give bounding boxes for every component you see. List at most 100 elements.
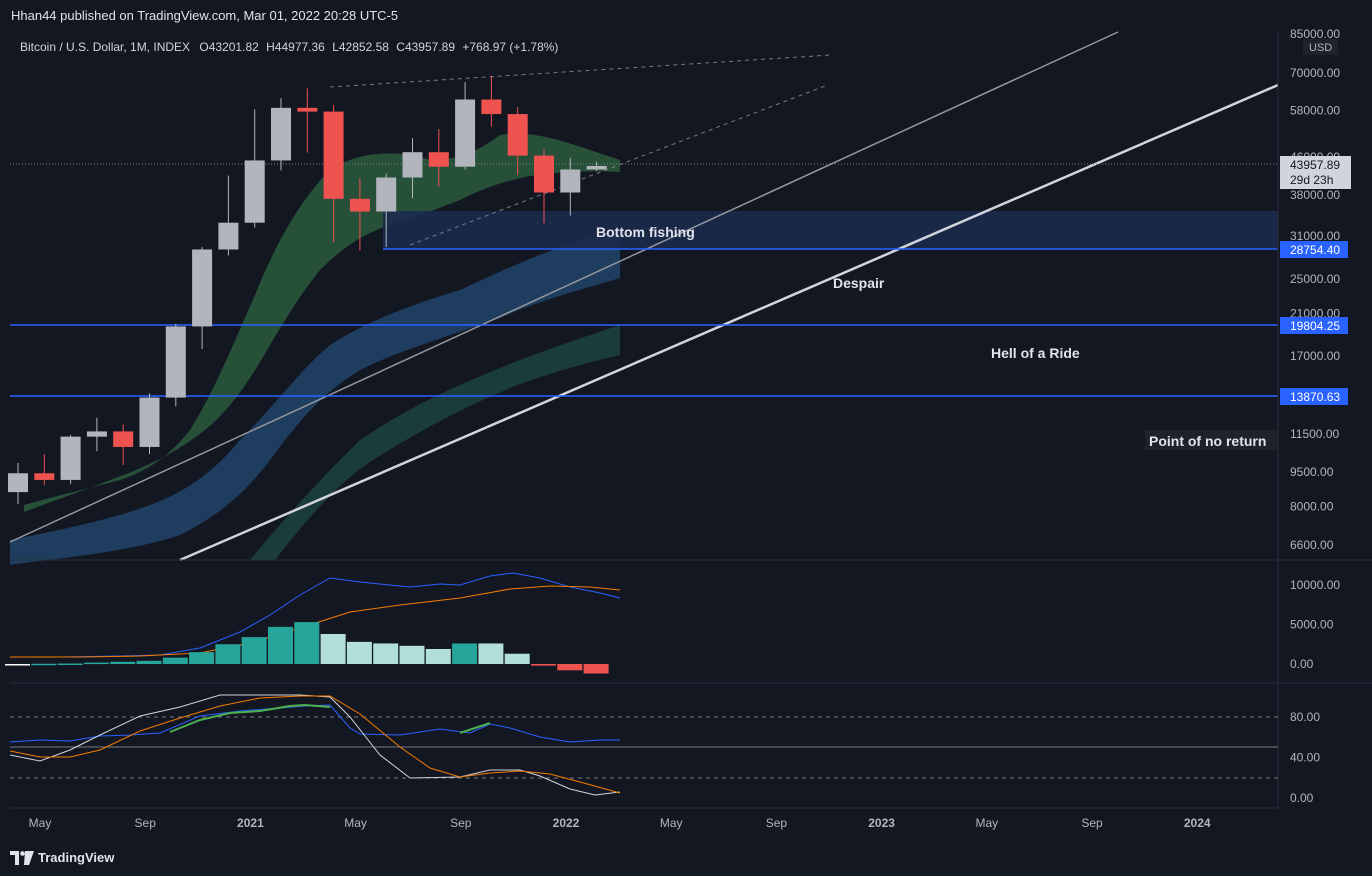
candle-body xyxy=(271,107,291,161)
legend: Bitcoin / U.S. Dollar, 1M, INDEX O43201.… xyxy=(20,40,558,54)
tradingview-logo-icon xyxy=(10,850,34,865)
time-axis-label: Sep xyxy=(135,816,157,830)
time-axis-label: Sep xyxy=(1081,816,1103,830)
candle-2020-05[interactable] xyxy=(8,462,28,505)
chart-background xyxy=(0,32,1372,840)
level-tag-13870-bg xyxy=(1280,388,1348,405)
indicator-pane-2[interactable] xyxy=(9,694,1278,796)
price-tick-label: 6600.00 xyxy=(1290,538,1334,552)
price-tick-label: 85000.00 xyxy=(1290,27,1340,41)
candle-2020-10[interactable] xyxy=(139,393,160,455)
candle-body xyxy=(86,431,107,437)
ind2-green-line-2 xyxy=(459,722,491,734)
candle-body xyxy=(8,473,28,493)
candle-body xyxy=(560,169,581,193)
time-axis-label: May xyxy=(29,816,52,830)
candle-2021-01[interactable] xyxy=(218,175,239,256)
time-axis-label: 2023 xyxy=(868,816,895,830)
label-point-of-no-return: Point of no return xyxy=(1149,433,1266,449)
histogram-bar xyxy=(294,622,320,664)
candle-body xyxy=(165,326,186,398)
currency-label: USD xyxy=(1309,42,1332,54)
candle-2022-03[interactable] xyxy=(586,161,607,172)
tradingview-logo[interactable]: TradingView xyxy=(10,850,114,865)
label-bottom-fishing: Bottom fishing xyxy=(596,224,695,240)
ind2-orange-line xyxy=(9,695,621,794)
level-tag-13870: 13870.63 xyxy=(1290,390,1340,404)
candle-body xyxy=(34,473,55,480)
candle-body xyxy=(244,160,265,223)
histogram-bar xyxy=(162,657,188,664)
candle-2020-09[interactable] xyxy=(113,424,134,465)
candle-2020-08[interactable] xyxy=(86,417,107,452)
histogram-bar xyxy=(83,662,109,665)
candle-2021-04[interactable] xyxy=(297,88,318,153)
candle-2021-08[interactable] xyxy=(402,138,423,199)
footer: TradingView xyxy=(0,840,1372,876)
upper-trendline xyxy=(9,31,1119,543)
price-tick-label: 11500.00 xyxy=(1290,427,1339,441)
ind2-tick-label: 40.00 xyxy=(1290,751,1320,765)
histogram-bar xyxy=(31,663,57,666)
price-axis[interactable]: USD 85000.0070000.0058000.0046000.003800… xyxy=(1280,27,1351,805)
candle-2021-06[interactable] xyxy=(349,178,370,251)
blue-band xyxy=(10,232,620,565)
time-axis-label: May xyxy=(975,816,998,830)
candle-body xyxy=(402,152,423,178)
candle-2022-02[interactable] xyxy=(560,157,581,216)
legend-low: L42852.58 xyxy=(332,40,389,54)
label-despair: Despair xyxy=(833,275,885,291)
candle-2020-06[interactable] xyxy=(34,454,55,486)
lower-trendline xyxy=(179,83,1279,562)
time-axis-label: Sep xyxy=(766,816,788,830)
ind2-green-line xyxy=(169,703,331,733)
candles[interactable] xyxy=(8,75,607,505)
candle-body xyxy=(323,111,344,199)
header: Hhan44 published on TradingView.com, Mar… xyxy=(0,0,1372,32)
time-axis[interactable]: May Sep 2021 May Sep 2022 May Sep 2023 May Sep 2024 xyxy=(29,816,1211,830)
indicator-pane-1[interactable] xyxy=(5,572,621,674)
ind1-tick-label: 0.00 xyxy=(1290,657,1314,671)
candle-2021-11[interactable] xyxy=(481,75,502,127)
histogram-bar xyxy=(373,643,399,664)
currency-label-bg xyxy=(1303,39,1338,55)
histogram-bar xyxy=(215,644,241,664)
tradingview-logo-text: TradingView xyxy=(38,850,115,865)
candle-2020-11[interactable] xyxy=(165,323,186,407)
candle-2021-09[interactable] xyxy=(428,128,449,187)
level-tag-28754: 28754.40 xyxy=(1290,243,1340,257)
legend-change: +768.97 (+1.78%) xyxy=(462,40,558,54)
time-axis-label: May xyxy=(660,816,683,830)
candle-2021-10[interactable] xyxy=(455,82,476,170)
histogram-bar xyxy=(452,643,478,664)
candle-body xyxy=(376,177,397,212)
histogram-bar xyxy=(320,633,346,664)
candle-2021-03[interactable] xyxy=(271,98,291,171)
candle-2020-12[interactable] xyxy=(192,247,213,349)
current-price-countdown: 29d 23h xyxy=(1290,173,1333,187)
dashed-channel-mid xyxy=(409,85,826,246)
time-axis-label: 2022 xyxy=(553,816,580,830)
histogram-bar xyxy=(268,626,293,664)
candle-2021-02[interactable] xyxy=(244,109,265,228)
price-tick-label: 17000.00 xyxy=(1290,349,1340,363)
publisher-info: Hhan44 published on TradingView.com, Mar… xyxy=(11,8,399,23)
price-pane[interactable]: Bottom fishing Despair Hell of a Ride Po… xyxy=(8,31,1279,565)
candle-2022-01[interactable] xyxy=(534,148,554,224)
candle-2021-05[interactable] xyxy=(323,105,344,243)
candle-2021-07[interactable] xyxy=(376,173,397,248)
candle-body xyxy=(507,114,528,156)
histogram-bar xyxy=(478,643,504,664)
level-tag-19804: 19804.25 xyxy=(1290,319,1340,333)
ind2-tick-label: 0.00 xyxy=(1290,791,1314,805)
histogram-bar xyxy=(5,664,30,666)
histogram-bar xyxy=(425,648,451,664)
candle-body xyxy=(297,107,318,112)
label-hell-of-a-ride: Hell of a Ride xyxy=(991,345,1080,361)
histogram-bar xyxy=(189,652,215,664)
ind1-tick-label: 10000.00 xyxy=(1290,578,1340,592)
candle-body xyxy=(113,431,134,447)
candle-2020-07[interactable] xyxy=(60,434,81,485)
candle-2021-12[interactable] xyxy=(507,107,528,176)
